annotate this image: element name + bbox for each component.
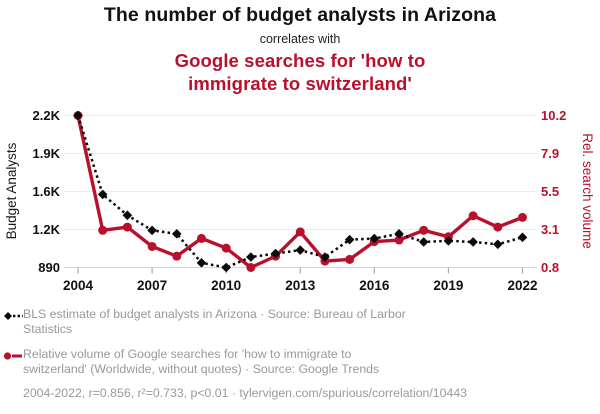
left-axis-tick-label: 1.9K (33, 146, 61, 161)
x-axis-tick-label: 2010 (211, 278, 241, 293)
right-axis-tick-label: 3.1 (541, 222, 559, 237)
right-axis-tick-label: 5.5 (541, 184, 559, 199)
data-point-budget-analysts (493, 239, 503, 250)
stats-footer: 2004-2022, r=0.856, r²=0.733, p<0.01 · t… (23, 386, 467, 400)
data-point-search-volume (493, 222, 503, 232)
data-point-budget-analysts (344, 234, 355, 245)
legend-item-label: Relative volume of Google searches for '… (23, 347, 379, 377)
left-axis-tick-label: 890 (38, 260, 60, 275)
data-point-budget-analysts (221, 262, 231, 273)
chart-title-connector: correlates with (259, 32, 341, 46)
data-point-search-volume (419, 225, 429, 235)
legend-item-budget-analysts: BLS estimate of budget analysts in Arizo… (3, 307, 406, 337)
data-point-search-volume (394, 235, 404, 245)
x-axis: 2004 2007 2010 2013 2016 2019 2022 (63, 267, 538, 293)
data-point-budget-analysts (122, 210, 133, 221)
axis-tick-labels: 2.2K 10.2 1.9K 7.9 1.6K 5.5 1.2K 3.1 890 0.8 (33, 108, 567, 275)
legend-line: Statistics (23, 321, 73, 336)
data-point-budget-analysts (196, 258, 207, 268)
right-axis-tick-label: 7.9 (541, 146, 559, 161)
data-point-search-volume (98, 225, 108, 235)
x-axis-tick-label: 2007 (137, 278, 167, 293)
right-axis-tick-label: 0.8 (541, 260, 559, 275)
legend-line: BLS estimate of budget analysts in Arizo… (23, 307, 406, 321)
data-point-budget-analysts (270, 248, 281, 259)
left-axis-tick-label: 2.2K (33, 108, 61, 123)
data-point-budget-analysts (147, 225, 157, 236)
x-axis-tick-label: 2016 (359, 278, 390, 293)
data-point-budget-analysts (517, 232, 528, 243)
x-axis-tick-label: 2004 (63, 278, 94, 293)
left-axis-title: Budget Analysts (4, 142, 19, 240)
data-point-search-volume (122, 222, 132, 232)
left-axis-tick-label: 1.2K (33, 222, 61, 237)
data-point-budget-analysts (468, 237, 478, 247)
right-axis-tick-label: 10.2 (541, 108, 566, 123)
data-point-budget-analysts (295, 245, 306, 255)
left-axis-tick-label: 1.6K (33, 184, 61, 199)
data-point-budget-analysts (394, 229, 404, 239)
legend-item-label: BLS estimate of budget analysts in Arizo… (23, 307, 406, 337)
legend-item-search-volume: Relative volume of Google searches for '… (3, 347, 379, 377)
legend-line: switzerland' (Worldwide, without quotes)… (23, 361, 380, 376)
data-point-search-volume (345, 254, 355, 264)
x-axis-tick-label: 2019 (433, 278, 463, 293)
data-point-search-volume (518, 212, 527, 222)
legend-circle-marker-icon (3, 352, 22, 360)
legend-line: Relative volume of Google searches for '… (23, 347, 352, 361)
series-budget-analysts (73, 110, 528, 273)
chart-title-primary: The number of budget analysts in Arizona (103, 4, 497, 26)
x-axis-tick-label: 2022 (507, 278, 537, 293)
data-point-search-volume (196, 233, 206, 243)
x-axis-tick-label: 2013 (285, 278, 316, 293)
data-point-search-volume (295, 227, 305, 237)
data-point-search-volume (172, 251, 182, 261)
chart-title-secondary: Google searches for 'how to immigrate to… (174, 50, 426, 94)
gridlines (64, 115, 537, 268)
data-point-budget-analysts (443, 236, 454, 246)
right-axis-title: Rel. search volume (580, 133, 595, 249)
data-point-budget-analysts (97, 189, 108, 200)
data-point-search-volume (147, 241, 157, 251)
data-point-budget-analysts (246, 252, 256, 262)
data-point-budget-analysts (320, 252, 330, 262)
data-point-budget-analysts (369, 233, 380, 244)
data-point-budget-analysts (73, 110, 83, 121)
data-point-search-volume (221, 243, 231, 253)
data-point-search-volume (246, 263, 256, 272)
data-point-budget-analysts (171, 229, 182, 239)
data-point-budget-analysts (418, 237, 429, 247)
data-point-search-volume (468, 211, 478, 221)
legend-diamond-marker-icon (4, 312, 23, 320)
